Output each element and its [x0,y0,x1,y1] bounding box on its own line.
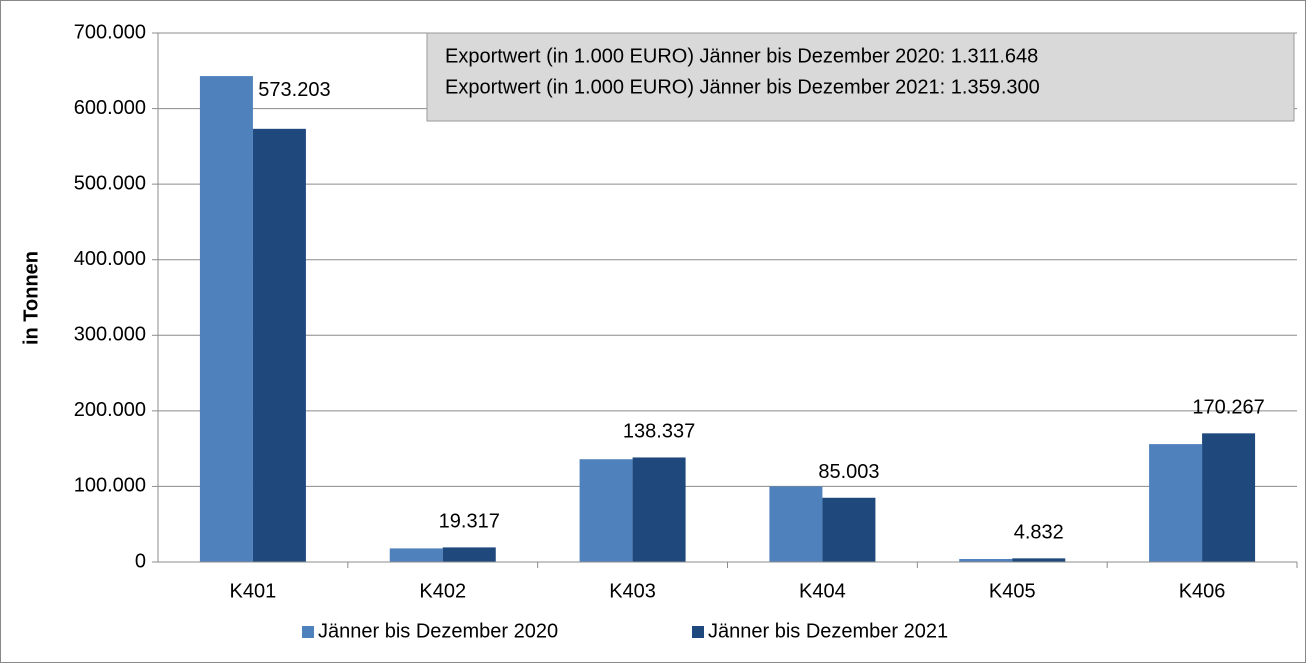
x-tick-label: K406 [1179,580,1226,602]
data-label: 573.203 [258,79,330,101]
x-tick-label: K403 [609,580,656,602]
y-tick-label: 0 [135,550,146,572]
bar [252,128,306,562]
bar [199,76,253,562]
y-tick-label: 600.000 [74,97,146,119]
legend-label: Jänner bis Dezember 2021 [708,620,948,642]
y-tick-label: 200.000 [74,399,146,421]
x-tick-label: K404 [799,580,846,602]
y-tick-label: 300.000 [74,324,146,346]
data-label: 4.832 [1014,522,1064,544]
x-tick-label: K405 [989,580,1036,602]
bar [1202,433,1256,562]
bar [822,497,876,562]
x-tick-label: K401 [230,580,277,602]
bar [1012,558,1066,562]
legend-label: Jänner bis Dezember 2020 [318,620,558,642]
bar [389,548,443,562]
y-tick-label: 100.000 [74,475,146,497]
bar [959,558,1013,562]
data-label: 138.337 [623,421,695,443]
annotation: Exportwert (in 1.000 EURO) Jänner bis De… [445,45,1038,67]
y-tick-label: 500.000 [74,172,146,194]
bar [769,486,823,562]
bar [632,457,686,562]
data-label: 19.317 [439,511,500,533]
y-axis-label: in Tonnen [20,251,42,345]
bar [442,547,496,562]
annotation: Exportwert (in 1.000 EURO) Jänner bis De… [445,76,1040,98]
data-label: 170.267 [1192,397,1264,419]
bar [579,459,633,562]
legend-swatch [302,626,314,638]
legend-swatch [692,626,704,638]
annotation-box [426,32,1295,122]
data-label: 85.003 [818,461,879,483]
y-tick-label: 700.000 [74,21,146,43]
y-tick-label: 400.000 [74,248,146,270]
x-tick-label: K402 [419,580,466,602]
bar [1149,444,1203,562]
